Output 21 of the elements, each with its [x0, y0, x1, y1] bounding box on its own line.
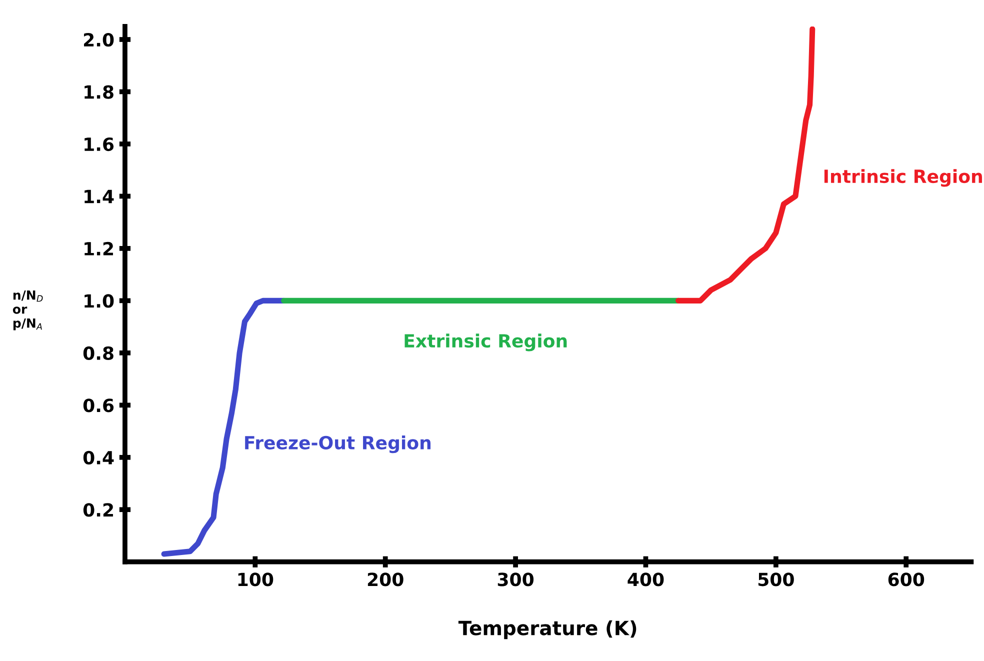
y-tick-label: 1.6 [84, 137, 114, 152]
y-tick-label: 1.0 [84, 294, 114, 308]
x-tick-label: 300 [498, 572, 534, 586]
x-tick-label: 400 [628, 572, 664, 586]
text: n/N$_{D}$ or p/N$_{A}$ [12, 290, 43, 330]
y-tick-label: 1.2 [84, 242, 113, 256]
x-axis-title: Temperature (K) [458, 620, 636, 640]
y-tick-label: 0.4 [83, 450, 114, 464]
x-tick-label: 100 [238, 572, 274, 586]
y-tick-label: 0.2 [83, 503, 113, 517]
y-tick-label: 0.6 [83, 398, 114, 412]
series-label: Extrinsic Region [404, 334, 567, 352]
y-tick-label: 0.8 [83, 346, 114, 360]
series-label: Freeze-Out Region [245, 436, 430, 454]
y-tick-label: 1.8 [84, 85, 114, 99]
series-label: Intrinsic Region [824, 169, 982, 187]
x-tick-label: 500 [758, 572, 794, 586]
y-tick-label: 2.0 [84, 32, 114, 47]
x-tick-label: 200 [368, 572, 404, 586]
x-tick-label: 600 [888, 572, 924, 586]
y-tick-label: 1.4 [84, 190, 114, 204]
